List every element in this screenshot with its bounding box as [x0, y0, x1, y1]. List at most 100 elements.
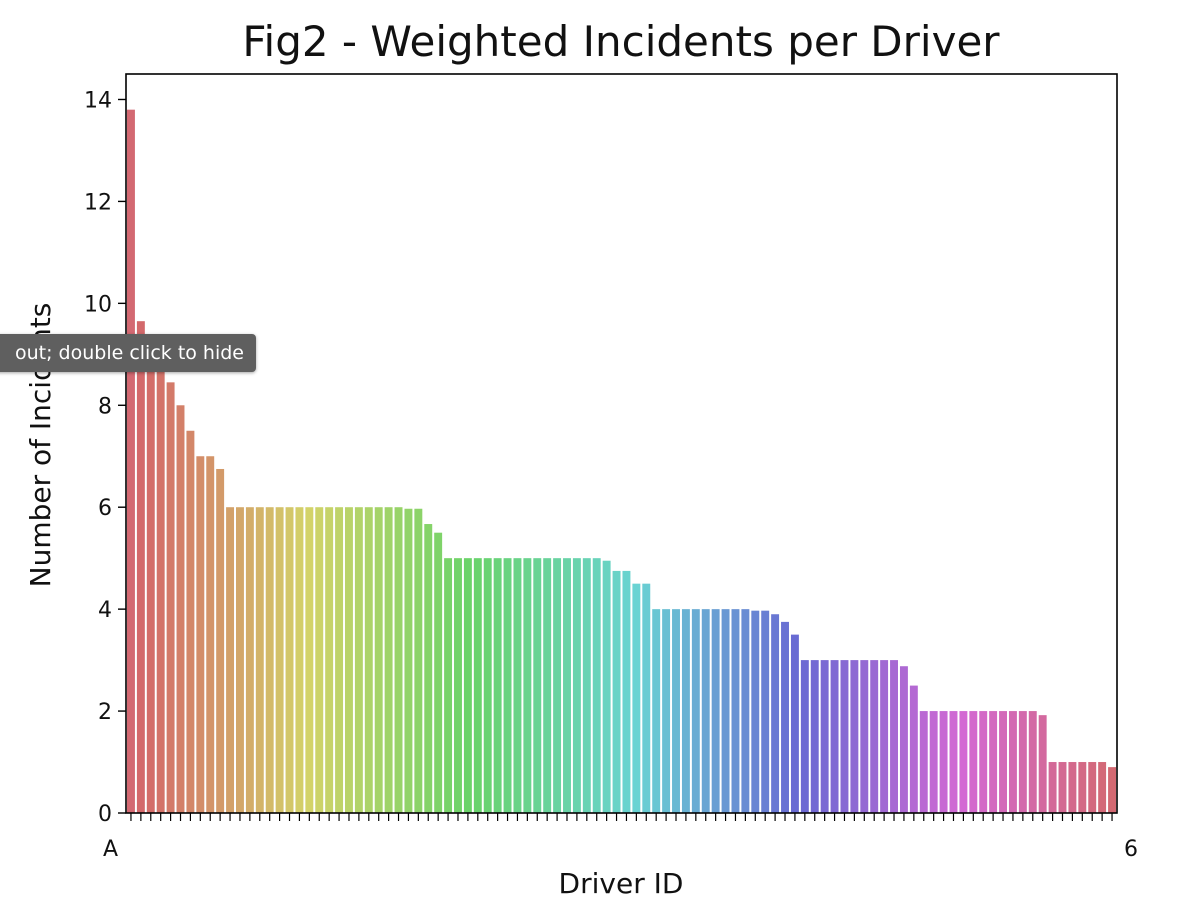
bar — [1008, 711, 1017, 813]
bar — [612, 570, 621, 813]
bar — [800, 660, 809, 813]
bar — [176, 405, 185, 813]
bar — [146, 354, 155, 813]
bar — [434, 532, 443, 813]
bar — [840, 660, 849, 813]
bar — [1108, 767, 1117, 813]
bar — [909, 685, 918, 813]
bar — [939, 711, 948, 813]
bar — [335, 507, 344, 813]
bar — [691, 609, 700, 813]
bar — [1018, 711, 1027, 813]
bar — [553, 558, 562, 813]
bar — [404, 508, 413, 813]
bar — [969, 711, 978, 813]
bar — [899, 666, 908, 813]
bar — [275, 507, 284, 813]
bar — [979, 711, 988, 813]
bar — [374, 507, 383, 813]
bar — [414, 508, 423, 813]
x-axis — [130, 813, 1113, 821]
bar — [632, 583, 641, 813]
bar — [880, 660, 889, 813]
bar — [315, 507, 324, 813]
y-tick-label: 12 — [84, 190, 112, 215]
bar — [186, 430, 195, 813]
bar — [572, 558, 581, 813]
bar — [1088, 762, 1097, 813]
bar — [216, 468, 225, 813]
bar — [751, 610, 760, 813]
bar — [444, 558, 453, 813]
bar — [949, 711, 958, 813]
bar — [672, 609, 680, 813]
bar — [662, 609, 671, 813]
bar — [711, 609, 720, 813]
bar — [741, 609, 750, 813]
bar — [870, 660, 879, 813]
bar — [354, 507, 363, 813]
bar — [652, 609, 661, 813]
bar — [424, 524, 433, 813]
y-tick-label: 6 — [98, 496, 112, 521]
x-axis-label: Driver ID — [559, 867, 684, 900]
bar — [790, 634, 799, 813]
bar — [681, 609, 690, 813]
x-tick-label-last: 6 — [1124, 837, 1138, 862]
bar — [602, 560, 611, 813]
bar — [761, 610, 770, 813]
bar — [196, 456, 205, 813]
bar — [999, 711, 1007, 813]
bar — [463, 558, 472, 813]
plot-frame — [125, 73, 1118, 814]
bar — [929, 711, 938, 813]
bar — [622, 570, 631, 813]
y-axis: 0 2 4 6 8 10 12 14 — [84, 88, 126, 827]
x-tick-label-first: A — [103, 837, 118, 862]
bar — [919, 711, 928, 813]
bar — [345, 507, 353, 813]
y-tick-label: 8 — [98, 394, 112, 419]
bar — [989, 711, 998, 813]
bar — [394, 507, 403, 813]
bar — [701, 609, 710, 813]
bar — [1098, 762, 1107, 813]
bar — [642, 583, 651, 813]
bar — [533, 558, 542, 813]
bar — [820, 660, 829, 813]
bar — [245, 507, 254, 813]
tooltip-text: out; double click to hide — [14, 342, 244, 364]
bar — [860, 660, 869, 813]
bar — [305, 507, 314, 813]
bar — [1028, 711, 1037, 813]
bar — [384, 507, 393, 813]
bar — [850, 660, 859, 813]
bar — [513, 558, 522, 813]
bar — [364, 507, 373, 813]
bar — [959, 711, 968, 813]
bar — [1068, 762, 1077, 813]
y-tick-label: 4 — [98, 598, 112, 623]
bars-group — [126, 109, 1117, 814]
bar — [136, 321, 145, 813]
bar — [503, 558, 512, 813]
bar — [493, 558, 502, 813]
bar — [126, 109, 135, 814]
bar — [1078, 762, 1087, 813]
bar — [523, 558, 532, 813]
bar — [582, 558, 591, 813]
chart-title: Fig2 - Weighted Incidents per Driver — [242, 17, 1000, 66]
bar — [721, 609, 730, 813]
bar — [890, 660, 898, 813]
bar — [830, 660, 839, 813]
bar — [295, 507, 304, 813]
bar — [226, 507, 235, 813]
bar — [156, 367, 165, 813]
bar — [255, 507, 264, 813]
y-tick-label: 2 — [98, 700, 112, 725]
tooltip: out; double click to hide — [0, 334, 256, 372]
bar — [781, 621, 789, 813]
bar — [454, 558, 462, 813]
bar — [771, 614, 780, 813]
